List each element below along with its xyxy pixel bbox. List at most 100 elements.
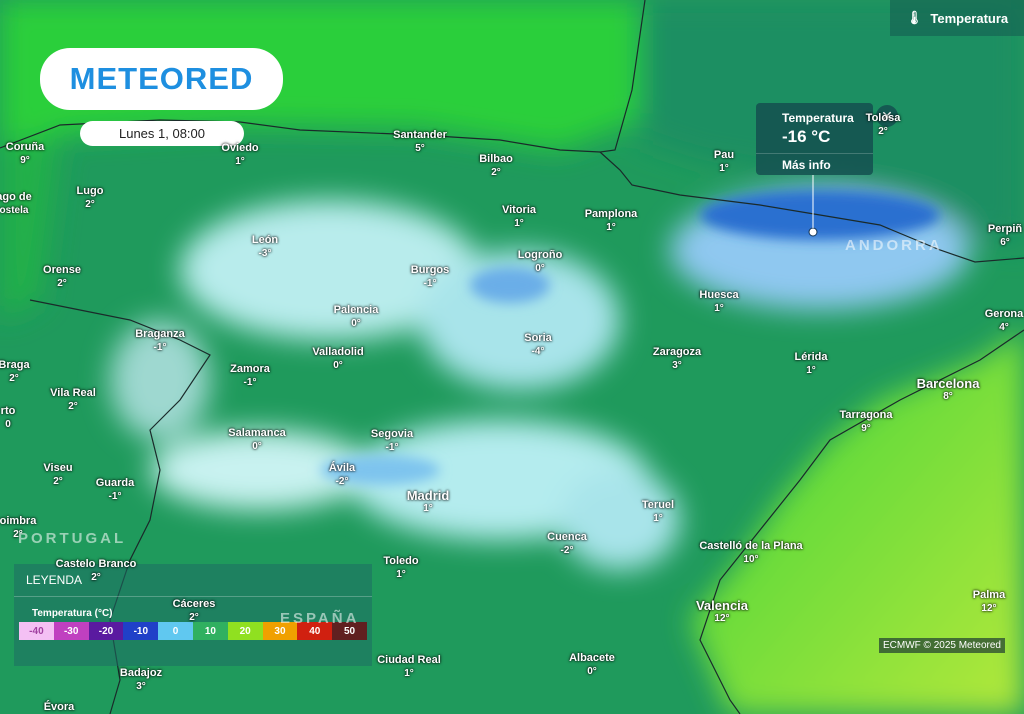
city-temp: 1° <box>714 303 724 314</box>
city-label: Ávila -2° <box>329 462 355 488</box>
scale-segment: -30 <box>53 622 89 640</box>
city-temp: 1° <box>404 668 414 679</box>
scale-tick-label: -20 <box>98 625 114 637</box>
city-label: rto 0 <box>1 405 16 431</box>
city-label: Gerona 4° <box>985 308 1024 334</box>
city-label: Valencia 12° <box>696 599 748 625</box>
city-label: Pamplona 1° <box>585 208 638 234</box>
city-name: rto <box>0 405 16 417</box>
city-temp: -1° <box>153 342 167 353</box>
city-temp: 2° <box>491 167 501 178</box>
city-name: Bilbao <box>479 153 513 165</box>
city-name: Braganza <box>135 328 185 340</box>
country-label: ESPAÑA <box>280 610 360 627</box>
city-temp: 1° <box>653 513 663 524</box>
city-label: Vila Real 2° <box>50 387 96 413</box>
city-name: Logroño <box>517 249 563 261</box>
city-name: Valencia <box>695 598 749 613</box>
city-temp: 10° <box>743 554 759 565</box>
city-temp: 3° <box>136 681 146 692</box>
city-temp: 0° <box>587 666 597 677</box>
city-name: Perpiñ <box>987 223 1023 235</box>
city-label: Lérida 1° <box>794 351 827 377</box>
city-name: Soria <box>524 332 552 344</box>
city-temp: -2° <box>560 545 574 556</box>
city-label: Vitoria 1° <box>502 204 536 230</box>
scale-tick-label: 10 <box>204 625 216 637</box>
city-temp: 2° <box>189 612 199 623</box>
scale-tick-label: 20 <box>239 625 251 637</box>
city-name: Vitoria <box>501 204 537 216</box>
city-label: Albacete 0° <box>569 652 615 678</box>
scale-segment: 10 <box>192 622 228 640</box>
city-label: Braga 2° <box>0 359 30 385</box>
city-label: Zamora -1° <box>230 363 270 389</box>
city-temp: 1° <box>235 156 245 167</box>
city-label: Palencia 0° <box>334 304 379 330</box>
city-label: Huesca 1° <box>699 289 738 315</box>
city-label: Palma 12° <box>973 589 1005 615</box>
city-temp: 2° <box>68 401 78 412</box>
scale-segment: 0 <box>158 622 193 640</box>
city-name: Segovia <box>370 428 414 440</box>
city-name: Évora <box>43 701 75 713</box>
city-name: Pau <box>713 149 735 161</box>
city-label: León -3° <box>252 234 278 260</box>
city-label: Castelo Branco 2° <box>56 558 137 584</box>
city-label: Bilbao 2° <box>479 153 513 179</box>
city-name: Ciudad Real <box>377 654 441 666</box>
city-label: Évora <box>44 701 75 714</box>
country-label: ANDORRA <box>845 237 943 254</box>
city-label: Badajoz 3° <box>120 667 162 693</box>
logo[interactable]: METEORED <box>40 48 283 110</box>
city-name: Tolosa <box>865 112 901 124</box>
city-label: Oviedo 1° <box>221 142 258 168</box>
city-label: Perpiñ 6° <box>988 223 1022 249</box>
city-name: Castelo Branco <box>55 558 137 570</box>
city-name: Santander <box>393 129 447 141</box>
city-temp: 2° <box>85 199 95 210</box>
city-name: Braga <box>0 359 30 371</box>
layer-button[interactable]: 🌡 Temperatura <box>890 0 1024 36</box>
city-temp: 2° <box>13 529 23 540</box>
scale-tick-label: 0 <box>172 625 179 637</box>
more-info[interactable]: Más info <box>756 153 873 175</box>
city-name: Huesca <box>699 289 739 301</box>
city-name: Albacete <box>569 652 615 664</box>
city-temp: 0° <box>535 263 545 274</box>
scale-tick-label: 40 <box>309 625 321 637</box>
legend: LEYENDA Temperatura (°C) -40 -30 -20 -10 0 10… <box>14 564 372 666</box>
city-name: oimbra <box>0 515 37 527</box>
city-name: Gerona <box>984 308 1024 320</box>
scale-tick-label: -30 <box>63 625 79 637</box>
city-label: Castelló de la Plana 10° <box>699 540 802 566</box>
city-label: oimbra 2° <box>0 515 36 541</box>
close-button[interactable]: ✕ <box>876 105 898 127</box>
thermometer-icon: 🌡 <box>905 10 923 25</box>
city-temp: 5° <box>415 143 425 154</box>
popup: Temperatura -16 °C Más info <box>756 103 873 175</box>
city-temp: 2° <box>9 373 19 384</box>
city-name: Pamplona <box>584 208 638 220</box>
city-name: Zaragoza <box>652 346 702 358</box>
city-temp: 9° <box>20 155 30 166</box>
city-temp: 12° <box>981 603 997 614</box>
city-temp: 1° <box>423 503 433 514</box>
city-temp: 3° <box>672 360 682 371</box>
city-label: Santander 5° <box>393 129 447 155</box>
city-label: Barcelona 8° <box>917 377 980 403</box>
popup-title: Temperatura <box>782 111 854 125</box>
city-name: Palma <box>972 589 1006 601</box>
city-label: Cáceres 2° <box>173 598 216 624</box>
city-label: Orense 2° <box>43 264 81 290</box>
city-temp: 0° <box>252 441 262 452</box>
city-label: Madrid 1° <box>407 489 450 515</box>
city-temp: 8° <box>943 391 953 402</box>
scale-segment: 20 <box>227 622 263 640</box>
city-temp: -2° <box>335 476 349 487</box>
city-temp: 2° <box>57 278 67 289</box>
city-temp: -1° <box>243 377 257 388</box>
city-temp: 0° <box>351 318 361 329</box>
city-label: Burgos -1° <box>411 264 450 290</box>
city-temp: 9° <box>861 423 871 434</box>
